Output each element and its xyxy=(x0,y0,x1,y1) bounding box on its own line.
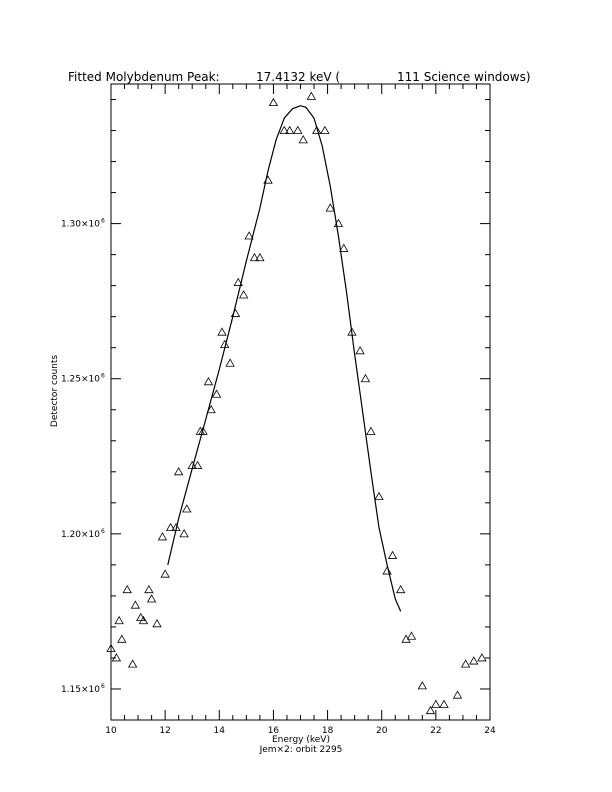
x-tick-label: 12 xyxy=(159,726,170,736)
y-tick-exponent: 6 xyxy=(101,528,105,535)
data-point xyxy=(198,426,208,435)
data-point xyxy=(157,532,168,541)
data-point xyxy=(439,699,449,708)
x-tick-label: 16 xyxy=(268,726,280,736)
data-point xyxy=(173,466,184,476)
data-point xyxy=(138,615,149,625)
data-point xyxy=(192,460,203,470)
data-point xyxy=(460,659,471,668)
y-tick-label: 1.20×10 xyxy=(61,530,100,540)
data-point xyxy=(136,612,146,622)
data-point xyxy=(395,584,406,594)
data-point xyxy=(293,125,303,134)
data-point xyxy=(382,566,392,575)
y-tick-label: 1.25×10 xyxy=(61,375,100,385)
data-point xyxy=(477,653,487,662)
data-point xyxy=(179,529,189,538)
plot-area: 10 12 14 16 18 20 22 241.15×10 61.20×10 61.25×10 6… xyxy=(61,83,496,736)
x-tick-label: 18 xyxy=(322,726,334,736)
data-point xyxy=(206,404,216,414)
data-point xyxy=(160,569,170,578)
data-point xyxy=(211,389,222,398)
x-tick-label: 22 xyxy=(430,726,441,736)
data-point xyxy=(238,290,249,299)
x-tick-label: 20 xyxy=(376,726,388,736)
chart-title-right: 111 Science windows) xyxy=(397,70,531,84)
data-point xyxy=(417,681,428,690)
data-point xyxy=(122,584,132,594)
x-axis-label: Energy (keV) xyxy=(272,735,330,745)
data-point xyxy=(203,377,214,386)
y-tick-exponent: 6 xyxy=(101,683,105,690)
data-point xyxy=(360,373,371,383)
data-point xyxy=(284,125,295,134)
x-tick-label: 10 xyxy=(105,726,117,736)
fit-curve xyxy=(167,105,402,612)
data-point xyxy=(406,631,417,640)
data-point xyxy=(469,656,479,665)
data-point xyxy=(244,231,254,240)
data-point xyxy=(144,584,154,594)
data-point xyxy=(279,125,289,134)
data-point xyxy=(114,615,124,625)
data-point xyxy=(320,125,330,134)
data-point xyxy=(111,653,122,662)
data-point xyxy=(146,594,157,603)
data-point xyxy=(106,643,116,653)
plot-frame xyxy=(110,83,491,721)
data-point xyxy=(182,504,192,513)
data-point xyxy=(249,252,260,262)
data-point xyxy=(425,705,436,715)
chart-caption: Jem×2: orbit 2295 xyxy=(259,745,343,755)
data-point xyxy=(374,491,384,501)
data-point xyxy=(355,346,365,355)
data-point xyxy=(130,600,141,609)
data-point xyxy=(306,91,317,100)
data-point xyxy=(233,277,243,286)
data-point xyxy=(255,252,265,262)
data-point xyxy=(452,690,463,699)
y-tick-label: 1.15×10 xyxy=(61,685,100,695)
data-point xyxy=(127,659,138,668)
data-point xyxy=(312,125,322,134)
data-point xyxy=(339,243,349,252)
data-point xyxy=(366,426,376,435)
data-point xyxy=(325,203,335,212)
data-point xyxy=(165,522,176,532)
data-point xyxy=(387,550,398,559)
data-point xyxy=(298,135,308,144)
data-point xyxy=(117,634,127,643)
x-tick-label: 14 xyxy=(214,726,226,736)
chart-title-value: 17.4132 keV ( xyxy=(256,70,340,84)
x-tick-label: 24 xyxy=(484,726,496,736)
data-point xyxy=(217,327,227,336)
chart-title-left: Fitted Molybdenum Peak: xyxy=(68,70,220,84)
data-point xyxy=(152,619,162,628)
y-tick-exponent: 6 xyxy=(101,218,105,225)
y-tick-exponent: 6 xyxy=(101,373,105,380)
data-point xyxy=(431,699,441,708)
y-tick-label: 1.30×10 xyxy=(61,220,100,230)
data-point xyxy=(225,358,235,367)
data-point xyxy=(268,97,279,107)
y-axis-label: Detector counts xyxy=(50,355,60,427)
